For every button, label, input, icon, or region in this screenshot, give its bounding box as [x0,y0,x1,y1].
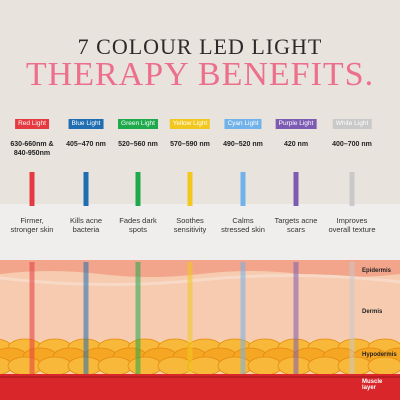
fat-cell [307,356,343,376]
benefit-band [0,204,400,264]
benefit: Targets acne scars [274,216,318,234]
light-beam-skin [29,262,35,374]
fat-cell [7,356,43,376]
wavelength: 400–700 nm [332,141,372,148]
wavelength: 405–470 nm [66,141,106,148]
light-beam-skin [293,262,299,374]
wavelength: 520–560 nm [118,141,158,148]
title-line-1: 7 COLOUR LED LIGHT [77,34,323,59]
wavelength: 420 nm [283,141,309,148]
skin-layers [0,260,400,400]
wavelength: 570–590 nm [170,141,210,148]
benefit: Improves overall texture [328,216,376,234]
benefit: Fades dark spots [119,216,157,234]
wavelength: 490–520 nm [223,141,263,148]
benefit: Soothes sensitivity [173,216,207,234]
light-beam [293,172,299,206]
fat-cell [97,356,133,376]
layer-label: Hypodermis [362,352,397,358]
light-beam-skin [135,262,141,374]
benefit: Firmer, stronger skin [10,216,54,234]
benefit: Kills acne bacteria [69,216,103,234]
fat-cell [217,356,253,376]
light-beam-skin [83,262,89,374]
fat-cell [367,356,400,376]
light-beam [29,172,35,206]
light-beam [349,172,355,206]
wavelength: 630-660nm & 840-950nm [10,141,54,157]
light-label: Green Light [118,119,158,129]
fat-cell [127,356,163,376]
fat-cell [247,356,283,376]
benefit: Calms stressed skin [221,216,265,234]
light-label: Yellow Light [169,119,211,129]
layer-label: Dermis [362,309,383,315]
light-beam-skin [240,262,246,374]
layer-label: Epidermis [362,268,392,274]
layer-label: Muscle layer [362,379,383,391]
light-label: White Light [332,119,372,129]
fat-cell [37,356,73,376]
light-beam-skin [349,262,355,374]
light-label: Red Light [15,119,49,129]
light-beam [240,172,246,206]
fat-cell [337,356,373,376]
light-beam [135,172,141,206]
light-beam [187,172,193,206]
light-label: Cyan Light [224,119,262,129]
light-label: Blue Light [68,119,104,129]
light-beam [83,172,89,206]
light-label: Purple Light [275,119,317,129]
fat-cell [187,356,223,376]
light-beam-skin [187,262,193,374]
title-line-2: THERAPY BENEFITS. [25,56,375,93]
